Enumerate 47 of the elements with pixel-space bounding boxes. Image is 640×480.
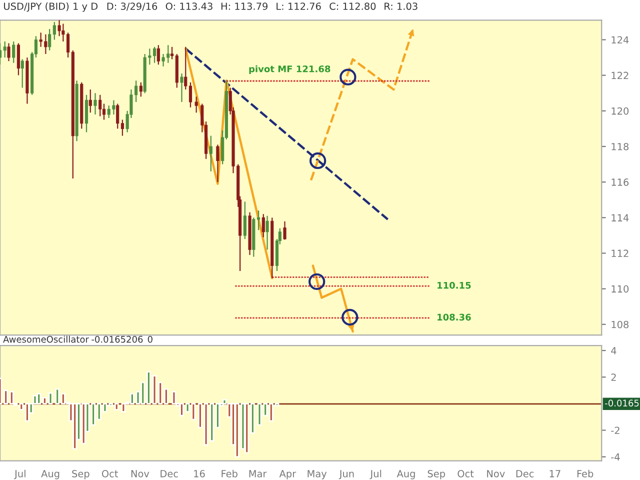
y-tick-label: 4 bbox=[611, 347, 616, 354]
x-tick-label: Nov bbox=[487, 470, 505, 478]
x-tick-label: Oct bbox=[102, 470, 118, 478]
x-tick-label: Aug bbox=[41, 470, 60, 480]
y-tick-label: -4 bbox=[611, 453, 620, 461]
ref-line-label: -0.0165 bbox=[605, 400, 639, 407]
x-tick-label: Feb bbox=[577, 470, 594, 478]
annotation: pivot MF 121.68 bbox=[249, 65, 330, 74]
x-tick-label: Nov bbox=[131, 470, 150, 478]
y-tick-label: 120 bbox=[612, 107, 629, 115]
x-tick-label: Aug bbox=[396, 470, 415, 480]
text: R: 1.03 bbox=[384, 2, 418, 10]
text: AwesomeOscillator bbox=[3, 336, 89, 343]
y-tick-label: 108 bbox=[612, 320, 629, 328]
x-tick-label: Dec bbox=[160, 470, 178, 478]
x-tick-label: May bbox=[308, 470, 327, 480]
x-tick-label: Sep bbox=[72, 470, 90, 480]
x-tick-label: Dec bbox=[516, 470, 534, 478]
x-tick-label: Jul bbox=[14, 470, 26, 480]
x-tick-label: Jun bbox=[338, 470, 354, 480]
y-tick-label: 122 bbox=[612, 72, 628, 79]
x-tick-label: 17 bbox=[550, 470, 560, 478]
x-tick-label: Sep bbox=[428, 470, 446, 480]
y-tick-label: 2 bbox=[611, 374, 616, 381]
text: H: 113.79 bbox=[221, 2, 268, 10]
text: L: 112.76 bbox=[276, 2, 321, 10]
text: USD/JPY (BID) 1 y D bbox=[4, 2, 98, 12]
x-tick-label: 16 bbox=[194, 470, 205, 478]
y-tick-label: 114 bbox=[612, 214, 629, 222]
text: C: 112.80 bbox=[330, 2, 376, 10]
y-tick-label: 124 bbox=[612, 36, 629, 44]
x-tick-label: Jul bbox=[370, 470, 382, 480]
text: 0 bbox=[148, 336, 152, 343]
x-tick-label: Feb bbox=[222, 470, 238, 478]
text: -0.0165206 bbox=[92, 336, 143, 343]
y-tick-label: 110 bbox=[612, 285, 629, 293]
annotation: 108.36 bbox=[438, 314, 471, 321]
text: O: 113.43 bbox=[166, 2, 212, 10]
y-tick-label: -2 bbox=[611, 426, 620, 434]
y-tick-label: 118 bbox=[612, 142, 629, 150]
x-tick-label: Oct bbox=[458, 470, 474, 478]
y-tick-label: 116 bbox=[612, 178, 629, 186]
y-tick-label: 112 bbox=[612, 250, 628, 257]
x-tick-label: Apr bbox=[279, 470, 296, 480]
annotation: 110.15 bbox=[438, 282, 471, 289]
text: D: 3/29/16 bbox=[107, 2, 158, 11]
x-tick-label: Mar bbox=[249, 470, 267, 478]
